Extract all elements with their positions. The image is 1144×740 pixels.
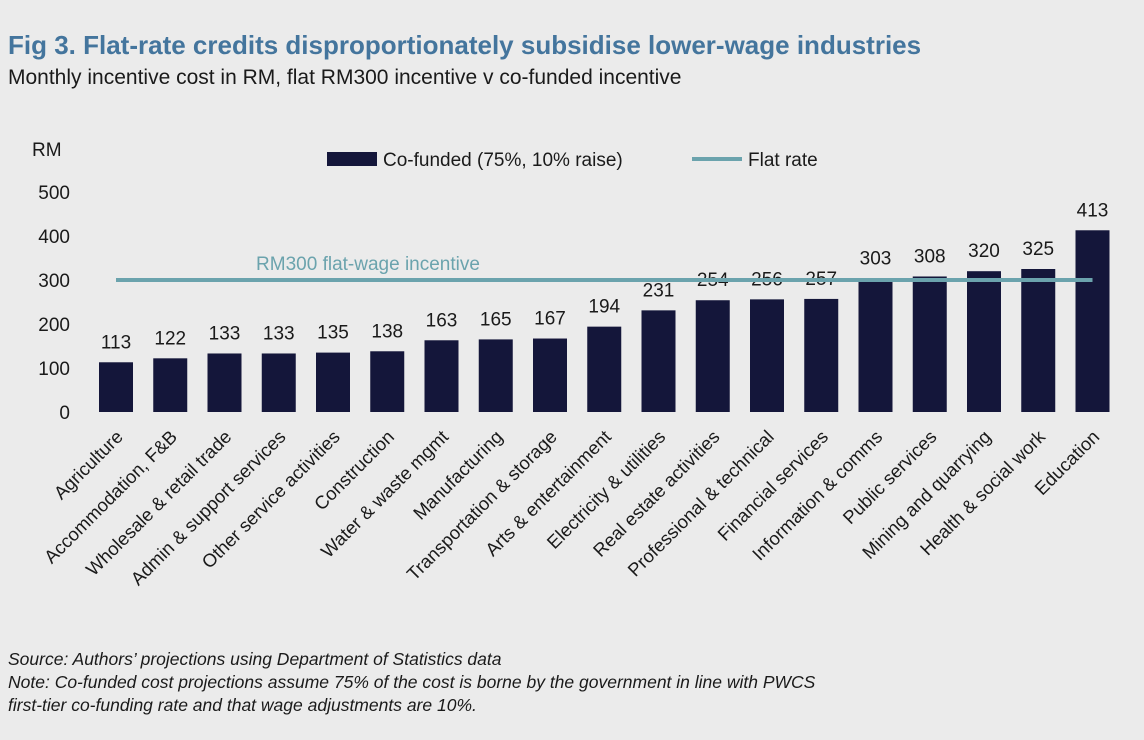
bar-value-label: 165	[480, 309, 512, 330]
bar	[424, 340, 459, 412]
bar	[99, 362, 133, 412]
method-note-line-1: Note: Co-funded cost projections assume …	[8, 672, 816, 692]
bar-value-label: 133	[209, 323, 241, 344]
bar	[641, 310, 676, 412]
bar	[858, 278, 893, 412]
flat-rate-annotation: RM300 flat-wage incentive	[256, 254, 480, 275]
source-note: Source: Authors’ projections using Depar…	[8, 649, 502, 669]
bar	[153, 358, 188, 412]
bar	[750, 299, 784, 412]
bar	[1075, 230, 1110, 412]
y-tick-label: 400	[38, 227, 70, 248]
bar	[207, 353, 242, 412]
y-tick-label: 500	[38, 183, 70, 204]
legend-label-co-funded: Co-funded (75%, 10% raise)	[383, 150, 623, 171]
figure-notes: Source: Authors’ projections using Depar…	[8, 648, 1108, 717]
bar-value-label: 122	[154, 328, 186, 349]
bar	[261, 353, 296, 412]
bar-value-label: 163	[426, 310, 458, 331]
bar-value-label: 303	[860, 249, 892, 270]
bar-value-label: 133	[263, 323, 295, 344]
y-tick-label: 200	[38, 315, 70, 336]
method-note-line-2: first-tier co-funding rate and that wage…	[8, 695, 477, 715]
bar-chart: RM 0 100 200 300 400 500 Co-funded (75%, 10% ra…	[32, 140, 1110, 589]
x-category-label: Public services	[838, 426, 940, 528]
bar-value-label: 135	[317, 323, 349, 344]
bar	[912, 276, 947, 412]
bar-value-label: 231	[643, 280, 675, 301]
bar	[804, 298, 839, 412]
legend-label-flat-rate: Flat rate	[748, 150, 818, 171]
bar	[316, 352, 350, 412]
bar-value-label: 167	[534, 309, 566, 330]
bar	[967, 271, 1001, 412]
bar	[587, 326, 622, 412]
bar	[533, 338, 567, 412]
y-axis-label: RM	[32, 140, 62, 161]
bar-value-label: 138	[371, 321, 403, 342]
bar-value-label: 325	[1022, 239, 1054, 260]
bar-value-label: 308	[914, 246, 946, 267]
bar-value-label: 194	[588, 297, 620, 318]
figure-subtitle: Monthly incentive cost in RM, flat RM300…	[8, 66, 682, 89]
bar	[1021, 269, 1056, 412]
bar-value-label: 413	[1077, 200, 1109, 221]
bar	[370, 351, 405, 412]
legend-swatch-co-funded	[327, 152, 377, 166]
y-tick-label: 100	[38, 359, 70, 380]
bar-value-label: 113	[101, 332, 131, 353]
bar	[695, 300, 730, 412]
y-tick-label: 300	[38, 271, 70, 292]
bar-value-label: 320	[968, 241, 1000, 262]
figure-title: Fig 3. Flat-rate credits disproportionat…	[8, 30, 922, 60]
bar	[478, 339, 513, 412]
y-tick-label: 0	[59, 403, 70, 424]
